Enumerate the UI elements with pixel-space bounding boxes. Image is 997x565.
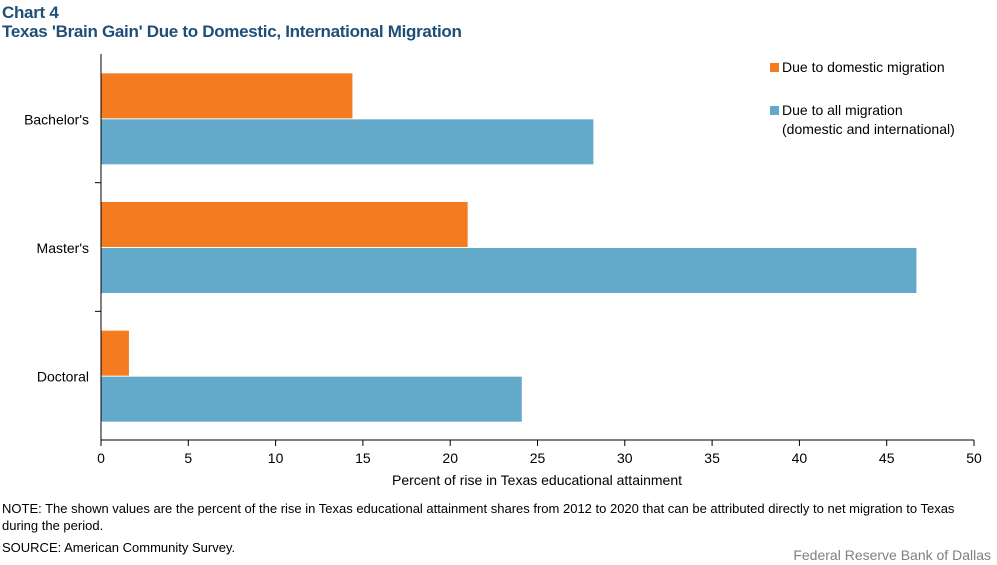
legend-label-all-line2: (domestic and international): [782, 121, 955, 137]
x-axis-title: Percent of rise in Texas educational att…: [392, 472, 682, 488]
category-label-bachelor-s: Bachelor's: [24, 111, 89, 127]
x-tick-label: 30: [617, 450, 633, 466]
bar-doctoral-domestic: [101, 330, 129, 376]
legend-item-all: Due to all migration (domestic and inter…: [770, 101, 955, 139]
chart-title: Texas 'Brain Gain' Due to Domestic, Inte…: [2, 22, 462, 41]
note-text: NOTE: The shown values are the percent o…: [2, 501, 955, 533]
legend-swatch-all: [770, 106, 779, 115]
legend: Due to domestic migration Due to all mig…: [770, 58, 955, 163]
legend-label-all-line1: Due to all migration: [782, 102, 903, 118]
legend-item-domestic: Due to domestic migration: [770, 58, 955, 77]
x-tick-label: 5: [184, 450, 192, 466]
axes-group: Bachelor's Master's Doctoral 0 5 10 15 20 25 30 35…: [24, 54, 982, 466]
x-tick-label: 10: [268, 450, 284, 466]
x-tick-label: 35: [704, 450, 720, 466]
chart-number: Chart 4: [2, 3, 59, 22]
x-tick-label: 0: [97, 450, 105, 466]
category-label-doctoral: Doctoral: [37, 369, 89, 385]
x-tick-label: 50: [966, 450, 982, 466]
legend-swatch-domestic: [770, 63, 779, 72]
x-tick-label: 15: [355, 450, 371, 466]
x-tick-label: 45: [879, 450, 895, 466]
category-label-master-s: Master's: [37, 240, 89, 256]
source-text: SOURCE: American Community Survey.: [2, 540, 236, 555]
legend-label-domestic: Due to domestic migration: [782, 59, 945, 75]
bar-bachelor-s-domestic: [101, 73, 353, 119]
x-tick-label: 40: [792, 450, 808, 466]
bars-group: [101, 73, 917, 422]
bar-master-s-all: [101, 248, 917, 293]
bar-bachelor-s-all: [101, 119, 594, 165]
bar-master-s-domestic: [101, 202, 468, 247]
x-tick-label: 20: [442, 450, 458, 466]
bar-doctoral-all: [101, 376, 522, 422]
bar-chart: Bachelor's Master's Doctoral 0 5 10 15 20 25 30 35…: [24, 54, 982, 488]
x-tick-label: 25: [530, 450, 546, 466]
credit-text: Federal Reserve Bank of Dallas: [793, 547, 991, 563]
